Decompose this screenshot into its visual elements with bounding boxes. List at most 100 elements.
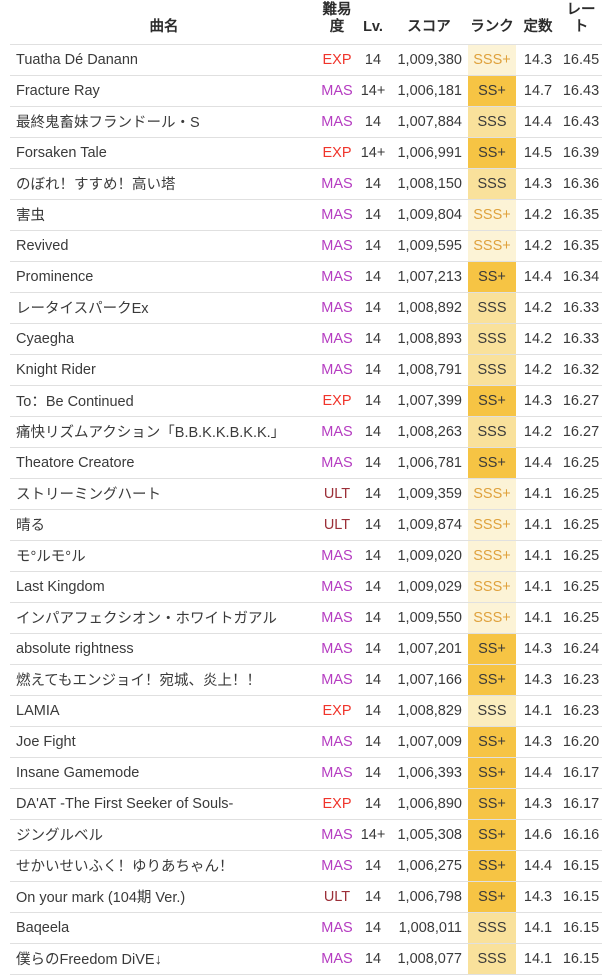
difficulty-badge: MAS	[318, 416, 356, 448]
score-cell: 1,009,550	[390, 602, 468, 634]
rate-cell: 16.25	[560, 571, 602, 603]
column-header-rate: レート	[560, 0, 602, 45]
table-row: Joe Fight MAS 14 1,007,009 SS+ 14.3 16.2…	[10, 726, 602, 758]
constant-cell: 14.3	[516, 788, 560, 820]
table-row: Theatore Creatore MAS 14 1,006,781 SS+ 1…	[10, 447, 602, 479]
score-cell: 1,007,399	[390, 385, 468, 417]
difficulty-badge: ULT	[318, 478, 356, 510]
rank-badge: SSS+	[468, 540, 516, 572]
table-row: Last Kingdom MAS 14 1,009,029 SSS+ 14.1 …	[10, 571, 602, 603]
song-title-cell: absolute rightness	[10, 633, 318, 665]
rank-badge: SSS+	[468, 44, 516, 76]
rank-badge: SSS+	[468, 199, 516, 231]
constant-cell: 14.3	[516, 633, 560, 665]
song-title-cell: Joe Fight	[10, 726, 318, 758]
song-title-cell: せかいせいふく！ゆりあちゃん！	[10, 850, 318, 882]
rank-badge: SSS+	[468, 230, 516, 262]
level-cell: 14	[356, 571, 390, 603]
rate-cell: 16.25	[560, 509, 602, 541]
rate-cell: 16.34	[560, 261, 602, 293]
table-row: Tuatha Dé Danann EXP 14 1,009,380 SSS+ 1…	[10, 44, 602, 76]
song-title-cell: インパアフェクシオン・ホワイトガアル	[10, 602, 318, 634]
level-cell: 14	[356, 912, 390, 944]
level-cell: 14	[356, 44, 390, 76]
song-title-cell: Fracture Ray	[10, 75, 318, 107]
constant-cell: 14.3	[516, 881, 560, 913]
table-row: Prominence MAS 14 1,007,213 SS+ 14.4 16.…	[10, 261, 602, 293]
level-cell: 14	[356, 602, 390, 634]
rate-cell: 16.45	[560, 44, 602, 76]
constant-cell: 14.1	[516, 509, 560, 541]
rank-badge: SSS+	[468, 478, 516, 510]
constant-cell: 14.4	[516, 261, 560, 293]
difficulty-badge: ULT	[318, 881, 356, 913]
rate-cell: 16.24	[560, 633, 602, 665]
rate-cell: 16.16	[560, 819, 602, 851]
column-header-rank: ランク	[468, 0, 516, 45]
rate-cell: 16.25	[560, 447, 602, 479]
difficulty-badge: MAS	[318, 230, 356, 262]
constant-cell: 14.4	[516, 850, 560, 882]
level-cell: 14	[356, 199, 390, 231]
rank-badge: SSS	[468, 292, 516, 324]
rate-cell: 16.23	[560, 695, 602, 727]
rate-cell: 16.36	[560, 168, 602, 200]
score-cell: 1,008,263	[390, 416, 468, 448]
song-title-cell: 最終鬼畜妹フランドール・S	[10, 106, 318, 138]
table-body: Tuatha Dé Danann EXP 14 1,009,380 SSS+ 1…	[10, 44, 602, 975]
constant-cell: 14.2	[516, 230, 560, 262]
difficulty-badge: MAS	[318, 261, 356, 293]
rate-cell: 16.20	[560, 726, 602, 758]
song-title-cell: Last Kingdom	[10, 571, 318, 603]
rank-badge: SS+	[468, 385, 516, 417]
rank-badge: SS+	[468, 726, 516, 758]
score-cell: 1,009,804	[390, 199, 468, 231]
difficulty-badge: MAS	[318, 664, 356, 696]
constant-cell: 14.5	[516, 137, 560, 169]
table-row: 害虫 MAS 14 1,009,804 SSS+ 14.2 16.35	[10, 199, 602, 231]
rate-cell: 16.35	[560, 230, 602, 262]
rate-cell: 16.15	[560, 912, 602, 944]
constant-cell: 14.1	[516, 602, 560, 634]
song-title-cell: Insane Gamemode	[10, 757, 318, 789]
rank-badge: SSS+	[468, 509, 516, 541]
constant-cell: 14.3	[516, 44, 560, 76]
song-title-cell: 害虫	[10, 199, 318, 231]
level-cell: 14	[356, 664, 390, 696]
level-cell: 14	[356, 261, 390, 293]
table-row: Revived MAS 14 1,009,595 SSS+ 14.2 16.35	[10, 230, 602, 262]
rate-cell: 16.39	[560, 137, 602, 169]
rate-cell: 16.33	[560, 323, 602, 355]
rate-cell: 16.35	[560, 199, 602, 231]
level-cell: 14	[356, 633, 390, 665]
score-cell: 1,007,201	[390, 633, 468, 665]
constant-cell: 14.2	[516, 292, 560, 324]
table-row: To：Be Continued EXP 14 1,007,399 SS+ 14.…	[10, 385, 602, 417]
rate-cell: 16.15	[560, 943, 602, 975]
table-row: Cyaegha MAS 14 1,008,893 SSS 14.2 16.33	[10, 323, 602, 355]
table-row: absolute rightness MAS 14 1,007,201 SS+ …	[10, 633, 602, 665]
rank-badge: SS+	[468, 850, 516, 882]
constant-cell: 14.2	[516, 323, 560, 355]
level-cell: 14	[356, 757, 390, 789]
rate-cell: 16.25	[560, 602, 602, 634]
song-title-cell: Tuatha Dé Danann	[10, 44, 318, 76]
difficulty-badge: MAS	[318, 199, 356, 231]
score-cell: 1,006,991	[390, 137, 468, 169]
score-cell: 1,007,213	[390, 261, 468, 293]
score-cell: 1,009,380	[390, 44, 468, 76]
song-title-cell: Forsaken Tale	[10, 137, 318, 169]
difficulty-badge: EXP	[318, 44, 356, 76]
level-cell: 14	[356, 943, 390, 975]
difficulty-badge: MAS	[318, 819, 356, 851]
rate-cell: 16.33	[560, 292, 602, 324]
song-title-cell: ストリーミングハート	[10, 478, 318, 510]
rank-badge: SS+	[468, 664, 516, 696]
difficulty-badge: MAS	[318, 75, 356, 107]
score-cell: 1,006,181	[390, 75, 468, 107]
table-row: Forsaken Tale EXP 14+ 1,006,991 SS+ 14.5…	[10, 137, 602, 169]
rate-cell: 16.43	[560, 106, 602, 138]
rate-cell: 16.27	[560, 385, 602, 417]
table-row: Baqeela MAS 14 1,008,011 SSS 14.1 16.15	[10, 912, 602, 944]
